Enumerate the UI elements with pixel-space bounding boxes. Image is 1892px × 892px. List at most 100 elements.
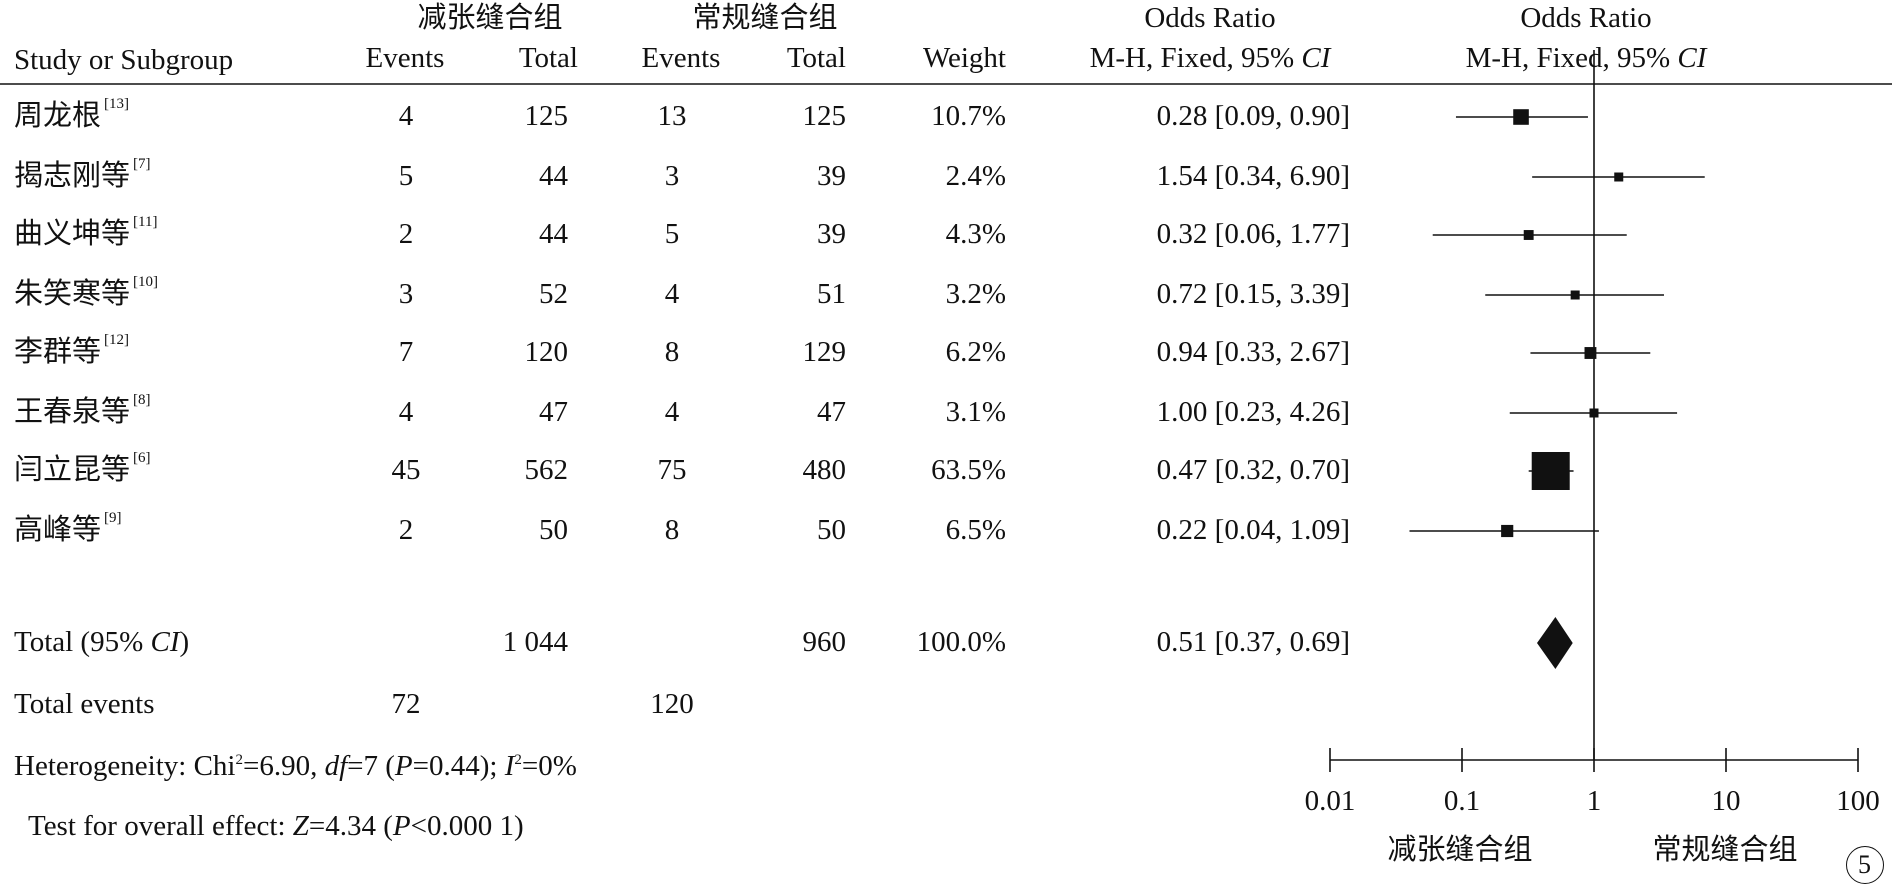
- group1-events: 4: [398, 396, 414, 428]
- study-or-text: 0.22 [0.04, 1.09]: [1156, 514, 1350, 546]
- study-weight: 3.1%: [945, 396, 1006, 428]
- group2-events: 8: [664, 336, 680, 368]
- panel-number: 5: [1858, 850, 1871, 879]
- study-or-text: 1.00 [0.23, 4.26]: [1156, 396, 1350, 428]
- panel-number-badge: 5: [1846, 846, 1884, 884]
- study-weight: 6.5%: [945, 514, 1006, 546]
- study-column-header: Study or Subgroup: [14, 44, 234, 76]
- x-tick-label: 0.1: [1444, 785, 1480, 817]
- plot-column-title: Odds Ratio: [1520, 2, 1652, 34]
- x-tick-label: 1: [1587, 785, 1602, 817]
- study-weight: 63.5%: [931, 454, 1006, 486]
- study-name: 闫立昆等 [6]: [14, 450, 151, 486]
- plot-column-method: M-H, Fixed, 95% CI: [1465, 42, 1707, 74]
- total-events-group1: 72: [391, 688, 421, 720]
- study-square: [1531, 452, 1570, 490]
- study-reference: [8]: [133, 392, 151, 409]
- favours-left-label: 减张缝合组: [1387, 834, 1533, 866]
- group2-events: 8: [664, 514, 680, 546]
- group2-events: 3: [664, 160, 680, 192]
- study-or-text: 0.94 [0.33, 2.67]: [1156, 336, 1350, 368]
- group1-total: 52: [539, 278, 568, 310]
- group2-total: 50: [817, 514, 846, 546]
- weight-column-header: Weight: [922, 42, 1006, 74]
- group2-total: 51: [817, 278, 846, 310]
- group2-events: 13: [657, 100, 687, 132]
- study-or-text: 0.28 [0.09, 0.90]: [1156, 100, 1350, 132]
- pooled-diamond: [1537, 617, 1573, 669]
- group2-total: 125: [802, 100, 847, 132]
- study-weight: 4.3%: [945, 218, 1006, 250]
- study-square: [1513, 109, 1529, 125]
- study-name: 揭志刚等 [7]: [14, 156, 151, 192]
- x-tick-label: 0.01: [1305, 785, 1356, 817]
- group1-events: 4: [398, 100, 414, 132]
- or-column-title: Odds Ratio: [1144, 2, 1276, 34]
- total-group2-total: 960: [802, 626, 847, 658]
- total-weight: 100.0%: [916, 626, 1006, 658]
- group1-events: 45: [391, 454, 421, 486]
- group1-total: 125: [524, 100, 569, 132]
- group1-total: 47: [539, 396, 568, 428]
- group2-events: 5: [664, 218, 680, 250]
- total-or-text: 0.51 [0.37, 0.69]: [1156, 626, 1350, 658]
- study-square: [1523, 230, 1534, 240]
- group1-events: 5: [398, 160, 414, 192]
- group2-events: 4: [664, 396, 680, 428]
- total-group1-total: 1 044: [502, 626, 568, 658]
- heterogeneity-text: Heterogeneity: Chi2=6.90, df=7 (P=0.44);…: [14, 750, 577, 782]
- study-or-text: 0.72 [0.15, 3.39]: [1156, 278, 1350, 310]
- group2-total: 129: [802, 336, 847, 368]
- study-reference: [11]: [133, 214, 158, 231]
- study-name: 高峰等 [9]: [14, 510, 122, 546]
- study-weight: 3.2%: [945, 278, 1006, 310]
- group1-events: 2: [398, 218, 414, 250]
- total-label: Total (95% CI): [14, 626, 190, 658]
- favours-right-label: 常规缝合组: [1652, 834, 1798, 866]
- group1-events: 3: [398, 278, 414, 310]
- group2-events-header: Events: [641, 42, 721, 74]
- x-tick-label: 100: [1836, 785, 1880, 817]
- group1-total-header: Total: [518, 42, 578, 74]
- group2-total: 47: [817, 396, 846, 428]
- study-name: 周龙根 [13]: [14, 96, 130, 132]
- group1-events: 2: [398, 514, 414, 546]
- group2-header: 常规缝合组: [692, 2, 838, 34]
- group1-total: 120: [524, 336, 569, 368]
- study-square: [1570, 290, 1580, 300]
- group1-events: 7: [398, 336, 414, 368]
- or-column-method: M-H, Fixed, 95% CI: [1089, 42, 1331, 74]
- group1-total: 50: [539, 514, 568, 546]
- overall-effect-text: Test for overall effect: Z=4.34 (P<0.000…: [28, 810, 524, 842]
- group1-total: 562: [524, 454, 569, 486]
- group2-events: 75: [657, 454, 687, 486]
- x-tick-label: 10: [1712, 785, 1741, 817]
- study-square: [1589, 408, 1599, 418]
- group1-header: 减张缝合组: [417, 2, 563, 34]
- group2-total: 480: [802, 454, 847, 486]
- study-square: [1614, 172, 1624, 182]
- study-reference: [6]: [133, 450, 151, 467]
- study-name: 朱笑寒等 [10]: [14, 274, 159, 310]
- study-name: 曲义坤等 [11]: [14, 214, 158, 250]
- group1-events-header: Events: [365, 42, 445, 74]
- study-reference: [13]: [104, 96, 130, 113]
- total-events-label: Total events: [14, 688, 155, 720]
- study-reference: [12]: [104, 332, 130, 349]
- group2-events: 4: [664, 278, 680, 310]
- total-events-group2: 120: [650, 688, 694, 720]
- group1-total: 44: [539, 160, 568, 192]
- study-or-text: 0.32 [0.06, 1.77]: [1156, 218, 1350, 250]
- group2-total: 39: [817, 160, 846, 192]
- study-weight: 10.7%: [931, 100, 1006, 132]
- group1-total: 44: [539, 218, 568, 250]
- study-weight: 6.2%: [945, 336, 1006, 368]
- study-reference: [10]: [133, 274, 159, 291]
- group2-total-header: Total: [786, 42, 846, 74]
- study-or-text: 0.47 [0.32, 0.70]: [1156, 454, 1350, 486]
- study-name: 王春泉等 [8]: [14, 392, 151, 428]
- study-name: 李群等 [12]: [14, 332, 130, 368]
- study-square: [1501, 524, 1514, 538]
